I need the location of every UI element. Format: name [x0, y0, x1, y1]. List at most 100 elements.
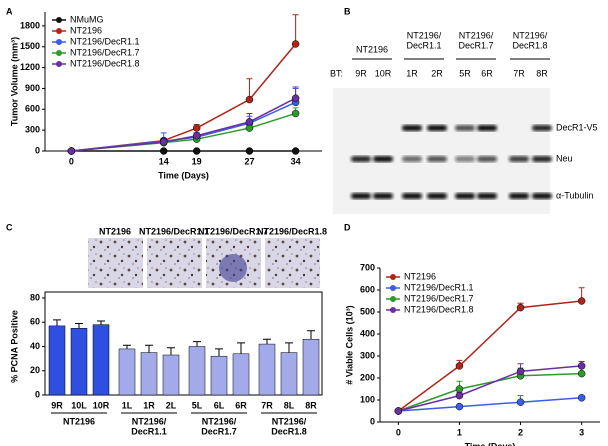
group-label: DecR1.1 [131, 426, 167, 436]
data-point [455, 391, 464, 400]
bar [280, 352, 298, 396]
micrograph-cluster [219, 254, 247, 282]
error-bar [237, 342, 245, 354]
blot-row-label: DecR1-V5 [556, 122, 598, 132]
bar [140, 352, 158, 396]
series-line [398, 372, 582, 412]
blot-lane-label: 5R [459, 68, 471, 78]
legend-label: NT2196/DecR1.7 [70, 47, 140, 57]
blot-band [373, 156, 393, 162]
blot-group-label: DecR1.8 [512, 40, 547, 50]
x-tick-label: 34 [291, 156, 301, 166]
x-tick-label: 6R [235, 400, 247, 410]
bar [188, 346, 206, 396]
y-tick-label: 20 [30, 365, 40, 375]
y-tick-label: 0 [35, 145, 40, 155]
x-tick-label: 9R [51, 400, 63, 410]
group-label: NT2196/ [132, 416, 167, 426]
data-point [245, 124, 254, 132]
legend-marker [56, 39, 62, 45]
x-tick-label: 1 [457, 427, 462, 437]
data-point [291, 109, 300, 118]
error-bar [167, 347, 175, 355]
blot-lane-prefix: BT: [330, 68, 343, 78]
micrograph-label: NT2196 [99, 226, 131, 236]
blot-lane-label: 2R [431, 68, 443, 78]
blot-row-label: Neu [556, 153, 573, 163]
x-tick-label: 1L [122, 400, 133, 410]
blot-band [427, 156, 447, 162]
y-tick-label: 500 [360, 306, 375, 316]
data-point [516, 398, 525, 406]
blot-band [402, 156, 422, 162]
x-tick-label: 6L [214, 400, 225, 410]
blot-group-label: NT2196 [356, 44, 388, 54]
x-tick-label: 8R [305, 400, 317, 410]
data-point [577, 394, 586, 402]
micrograph [88, 238, 143, 288]
legend-marker [56, 50, 62, 56]
legend-marker [56, 17, 62, 23]
legend-label: NT2196/DecR1.8 [70, 58, 140, 68]
blot-group-label: DecR1.7 [458, 40, 493, 50]
y-tick-label: 0 [35, 389, 40, 399]
error-bar [285, 342, 293, 353]
data-point [394, 407, 403, 415]
x-tick-label: 10R [93, 400, 110, 410]
data-point [245, 95, 254, 104]
blot-band [509, 193, 529, 199]
micrograph-label: NT2196/DecR1.8 [257, 226, 327, 236]
y-tick-label: 900 [25, 83, 40, 93]
y-tick-label: 200 [360, 372, 375, 382]
blot-band [477, 193, 497, 199]
bar [118, 348, 136, 396]
y-axis-label: # Viable Cells (10³) [344, 305, 354, 384]
y-tick-label: 700 [360, 262, 375, 272]
data-point [192, 131, 201, 140]
blot-band [477, 125, 497, 131]
legend-label: NT2196 [70, 25, 102, 35]
x-tick-label: 7R [261, 400, 273, 410]
y-tick-label: 600 [25, 104, 40, 114]
blot-band [532, 193, 552, 199]
legend-marker [390, 285, 396, 291]
data-point [291, 147, 300, 155]
blot-band [532, 156, 552, 162]
data-point [455, 402, 464, 411]
error-bar [53, 319, 61, 326]
group-label: NT2196/ [202, 416, 237, 426]
blot-group-label: NT2196/ [407, 30, 442, 40]
series-line [71, 101, 296, 152]
x-axis-label: Time (Days) [158, 170, 209, 180]
data-point [577, 297, 586, 305]
blot-group-label: NT2196/ [459, 30, 494, 40]
blot-band [455, 156, 475, 162]
panel-label: D [344, 222, 351, 232]
blot-lane-label: 6R [481, 68, 493, 78]
blot-band [532, 125, 552, 131]
blot-band [509, 156, 529, 162]
blot-lane-label: 1R [406, 68, 418, 78]
y-tick-label: 300 [360, 350, 375, 360]
legend-label: NT2196 [404, 271, 436, 281]
blot-band [455, 125, 475, 131]
blot-group-label: NT2196/ [513, 30, 548, 40]
legend-marker [390, 307, 396, 313]
bar [48, 325, 66, 396]
blot-band [402, 193, 422, 199]
x-tick-label: 27 [244, 156, 254, 166]
error-bar [145, 344, 153, 353]
blot-band [427, 193, 447, 199]
data-point [192, 124, 201, 132]
legend-marker [390, 296, 396, 302]
y-tick-label: 80 [30, 292, 40, 302]
x-tick-label: 0 [69, 156, 74, 166]
error-bar [215, 348, 223, 357]
data-point [577, 369, 586, 378]
group-label: DecR1.7 [201, 426, 237, 436]
bar [92, 324, 110, 396]
legend-label: NT2196/DecR1.1 [404, 282, 474, 292]
micrograph [147, 238, 202, 288]
micrograph [265, 238, 320, 288]
